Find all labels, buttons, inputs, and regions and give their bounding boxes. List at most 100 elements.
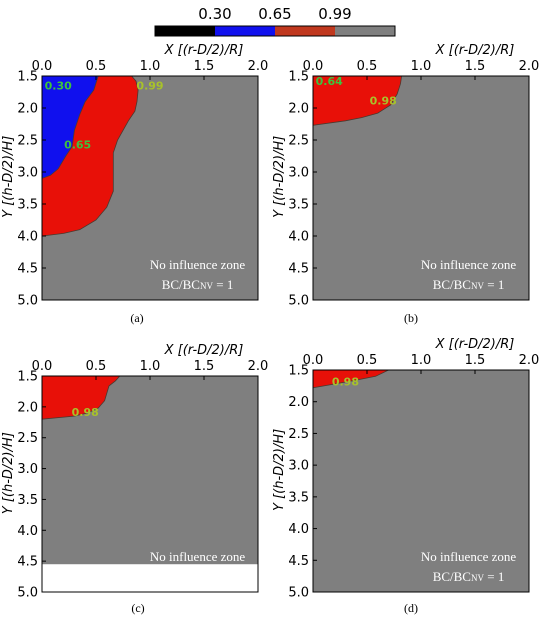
y-tick-label: 3.5 — [17, 493, 38, 508]
contour-region — [41, 375, 121, 420]
x-tick-label: 0.0 — [303, 59, 324, 74]
note-bc-equals: = 1 — [213, 277, 233, 292]
x-tick-label: 1.0 — [140, 59, 161, 74]
y-tick-label: 4.0 — [288, 522, 309, 537]
x-tick-label: 1.5 — [465, 59, 486, 74]
y-tick-label: 3.5 — [288, 198, 309, 213]
x-tick-label: 0.0 — [32, 359, 53, 374]
colorbar-frame — [154, 25, 396, 37]
x-tick-label: 1.0 — [140, 359, 161, 374]
x-tick-label: 1.5 — [194, 359, 215, 374]
note-bc-ratio: BC/BCNV = 1 — [162, 569, 234, 584]
contour-value-label: 0.64 — [316, 75, 343, 88]
x-tick-label: 0.5 — [86, 59, 107, 74]
y-axis-title: Y [(h-D/2)/H] — [272, 429, 287, 511]
y-tick-label: 3.0 — [288, 459, 309, 474]
note-no-influence: No influence zone — [421, 549, 517, 564]
y-tick-label: 2.0 — [17, 102, 38, 117]
panel-b: 0.0 0.5 1.0 1.5 2.0 1.5 2.0 2.5 3.0 3.5 4.0 4.5 5.0 X… — [272, 43, 539, 325]
y-tick-label: 3.0 — [17, 462, 38, 477]
contour-value-label: 0.99 — [136, 80, 163, 93]
note-bc-subscript: NV — [200, 573, 213, 583]
x-axis-title: X [(r-D/2)/R] — [164, 43, 244, 58]
y-tick-label: 4.0 — [17, 524, 38, 539]
y-tick-label: 1.5 — [17, 370, 38, 385]
note-bc-equals: = 1 — [484, 569, 504, 584]
y-tick-label: 5.0 — [17, 586, 38, 601]
y-tick-label: 2.5 — [288, 427, 309, 442]
x-tick-label: 1.0 — [411, 59, 432, 74]
note-bc-main: BC/BC — [162, 569, 200, 584]
no-influence-area — [313, 370, 529, 592]
contour-value-label: 0.98 — [72, 406, 99, 419]
note-no-influence: No influence zone — [150, 549, 246, 564]
x-tick-label: 0.0 — [32, 59, 53, 74]
y-tick-label: 2.5 — [17, 431, 38, 446]
x-axis-title: X [(r-D/2)/R] — [435, 43, 515, 58]
y-tick-label: 5.0 — [17, 294, 38, 309]
y-tick-label: 1.5 — [17, 70, 38, 85]
contour-value-label: 0.30 — [45, 80, 72, 93]
x-tick-label: 1.5 — [465, 353, 486, 368]
y-tick-label: 2.0 — [288, 395, 309, 410]
note-bc-subscript: NV — [471, 281, 484, 291]
x-tick-label: 1.5 — [194, 59, 215, 74]
y-tick-label: 4.5 — [288, 262, 309, 277]
panel-label: (b) — [404, 311, 418, 325]
y-tick-label: 1.5 — [288, 70, 309, 85]
note-bc-subscript: NV — [200, 281, 213, 291]
note-bc-subscript: NV — [471, 573, 484, 583]
contour-value-label: 0.98 — [370, 94, 397, 107]
y-tick-label: 3.5 — [288, 490, 309, 505]
x-tick-label: 2.0 — [519, 353, 540, 368]
contour-region — [41, 75, 99, 179]
colorbar-label: 0.65 — [258, 5, 291, 23]
y-tick-label: 5.0 — [288, 294, 309, 309]
note-bc-main: BC/BC — [433, 569, 471, 584]
x-tick-label: 2.0 — [248, 59, 269, 74]
y-tick-label: 2.5 — [17, 134, 38, 149]
panel-label: (c) — [131, 601, 144, 615]
note-bc-ratio: BC/BCNV = 1 — [433, 569, 505, 584]
x-tick-label: 1.0 — [411, 353, 432, 368]
y-axis-title: Y [(h-D/2)/H] — [272, 136, 287, 218]
contour-region — [312, 75, 403, 126]
x-tick-label: 0.5 — [357, 353, 378, 368]
note-no-influence: No influence zone — [150, 257, 246, 272]
panel-label: (a) — [130, 311, 143, 325]
colorbar-label: 0.99 — [318, 5, 351, 23]
y-axis-title: Y [(h-D/2)/H] — [1, 136, 16, 218]
x-tick-label: 0.0 — [303, 353, 324, 368]
y-tick-label: 3.0 — [288, 166, 309, 181]
y-tick-label: 4.0 — [17, 230, 38, 245]
note-bc-equals: = 1 — [484, 277, 504, 292]
panels: 0.0 0.5 1.0 1.5 2.0 1.5 2.0 2.5 3.0 3.5 4.0 4.5 5.0 X… — [1, 43, 539, 615]
note-no-influence: No influence zone — [421, 257, 517, 272]
note-bc-ratio: BC/BCNV = 1 — [162, 277, 234, 292]
x-tick-label: 2.0 — [519, 59, 540, 74]
y-tick-label: 3.0 — [17, 166, 38, 181]
y-tick-label: 1.5 — [288, 364, 309, 379]
panel-d: 0.0 0.5 1.0 1.5 2.0 1.5 2.0 2.5 3.0 3.5 4.0 4.5 5.0 X… — [272, 337, 539, 615]
panel-label: (d) — [404, 601, 418, 615]
y-tick-label: 2.0 — [288, 102, 309, 117]
y-tick-label: 4.5 — [288, 554, 309, 569]
y-tick-label: 5.0 — [288, 586, 309, 601]
x-axis-title: X [(r-D/2)/R] — [164, 343, 244, 358]
colorbar-segment — [335, 26, 395, 36]
note-bc-equals: = 1 — [213, 569, 233, 584]
panel-c: 0.0 0.5 1.0 1.5 2.0 1.5 2.0 2.5 3.0 3.5 4.0 4.5 5.0 X… — [1, 343, 268, 615]
contour-value-label: 0.65 — [64, 138, 91, 151]
y-tick-label: 4.5 — [17, 262, 38, 277]
note-bc-main: BC/BC — [433, 277, 471, 292]
y-tick-label: 4.0 — [288, 230, 309, 245]
x-axis-title: X [(r-D/2)/R] — [435, 337, 515, 352]
contour-value-label: 0.98 — [332, 375, 359, 388]
colorbar: 0.30 0.65 0.99 — [154, 5, 396, 37]
x-tick-label: 0.5 — [357, 59, 378, 74]
colorbar-segment — [155, 26, 215, 36]
colorbar-segment — [275, 26, 335, 36]
note-bc-ratio: BC/BCNV = 1 — [433, 277, 505, 292]
colorbar-label: 0.30 — [198, 5, 231, 23]
